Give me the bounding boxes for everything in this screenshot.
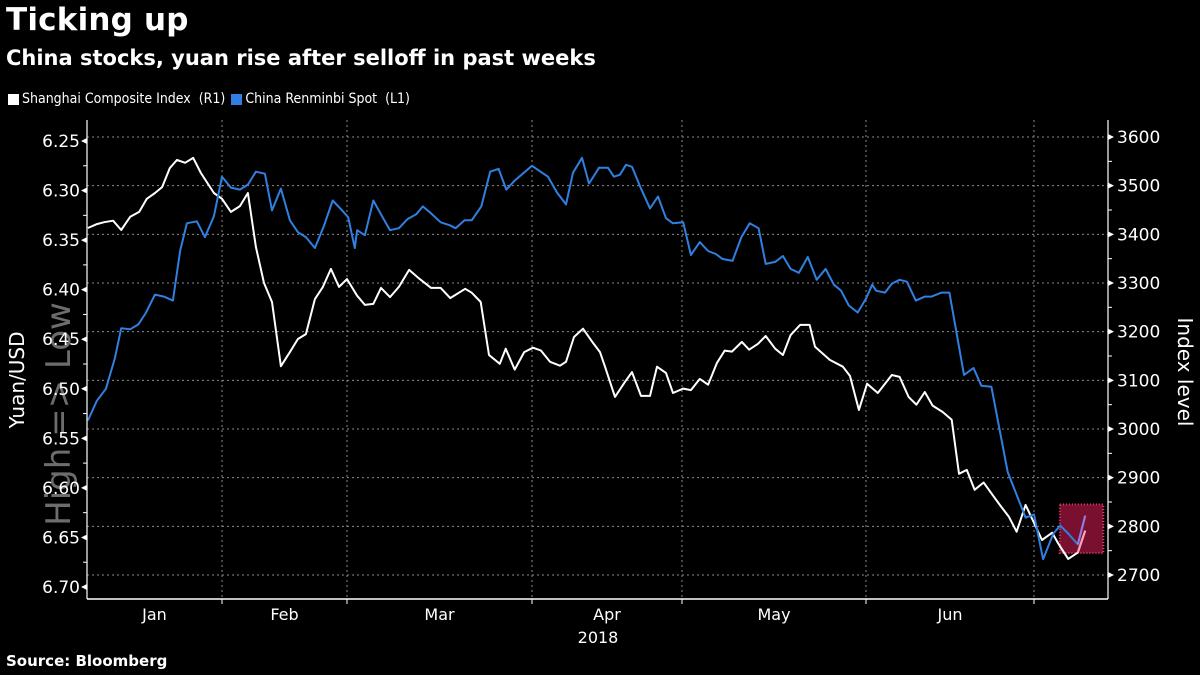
x-axis-labels: Jan Feb Mar Apr May Jun <box>141 605 962 624</box>
left-tick-label: 6.50 <box>42 380 80 400</box>
series-line-shanghai <box>87 156 1087 560</box>
right-tick-label: 3400 <box>1117 225 1160 245</box>
left-tick-marker <box>81 237 87 244</box>
series-lines <box>86 156 1087 561</box>
left-axis-title: Yuan/USD <box>5 331 29 429</box>
right-tick-marker <box>1108 474 1114 481</box>
left-tick-marker <box>81 385 87 392</box>
left-tick-marker <box>81 534 87 541</box>
month-label-mar: Mar <box>424 605 455 624</box>
left-tick-label: 6.40 <box>42 281 80 301</box>
left-tick-label: 6.55 <box>42 429 80 449</box>
right-tick-label: 2700 <box>1117 566 1160 586</box>
month-label-may: May <box>757 605 790 624</box>
left-tick-label: 6.60 <box>42 479 80 499</box>
right-axis-title: Index level <box>1173 318 1197 427</box>
series-line-renminbi <box>86 156 1087 561</box>
right-tick-label: 2900 <box>1117 469 1160 489</box>
right-tick-marker <box>1108 377 1114 384</box>
left-tick-label: 6.25 <box>42 132 80 152</box>
left-tick-label: 6.30 <box>42 182 80 202</box>
source-note: Source: Bloomberg <box>6 652 168 670</box>
axes <box>86 120 1109 604</box>
watermark-high-low: High => Low <box>39 302 79 526</box>
right-tick-label: 3000 <box>1117 420 1160 440</box>
right-axis-ticks: 3600 3500 3400 3300 3200 3100 3000 2900 2800 2700 <box>1108 128 1160 586</box>
right-tick-marker <box>1108 134 1114 140</box>
right-tick-label: 3300 <box>1117 274 1160 294</box>
legend-label-renminbi: China Renminbi Spot (L1) <box>245 91 410 107</box>
right-tick-label: 3600 <box>1117 128 1160 148</box>
left-tick-label: 6.35 <box>42 231 80 251</box>
right-tick-label: 3500 <box>1117 177 1160 197</box>
chart-title: Ticking up <box>6 2 189 38</box>
legend-item-renminbi: China Renminbi Spot (L1) <box>231 91 410 107</box>
left-axis-ticks: 6.25 6.30 6.35 6.40 6.45 6.50 6.55 6.60 6.65 6.70 <box>42 132 87 598</box>
month-label-jun: Jun <box>937 605 963 624</box>
right-tick-marker <box>1108 231 1114 238</box>
left-tick-marker <box>81 484 87 491</box>
legend-swatch-renminbi <box>231 93 243 105</box>
month-label-jan: Jan <box>141 605 167 624</box>
left-tick-marker <box>81 286 87 293</box>
left-tick-label: 6.70 <box>42 578 80 598</box>
month-label-feb: Feb <box>270 605 298 624</box>
gridlines <box>87 120 1108 599</box>
chart-subtitle: China stocks, yuan rise after selloff in… <box>6 46 596 70</box>
right-tick-marker <box>1108 426 1114 432</box>
left-tick-label: 6.45 <box>42 330 80 350</box>
right-tick-label: 2800 <box>1117 517 1160 537</box>
legend-item-shanghai: Shanghai Composite Index (R1) <box>8 91 225 107</box>
legend: Shanghai Composite Index (R1) China Renm… <box>8 91 416 107</box>
left-tick-marker <box>81 138 87 144</box>
left-tick-marker <box>81 584 87 590</box>
left-tick-marker <box>81 336 87 343</box>
right-tick-marker <box>1108 280 1114 286</box>
left-tick-marker <box>81 435 87 442</box>
right-tick-marker <box>1108 523 1114 530</box>
right-tick-label: 3200 <box>1117 323 1160 343</box>
series-uptick-shanghai <box>1076 530 1087 553</box>
right-tick-marker <box>1108 182 1114 189</box>
right-tick-marker <box>1108 572 1114 578</box>
month-label-apr: Apr <box>593 605 621 624</box>
right-tick-label: 3100 <box>1117 371 1160 391</box>
legend-label-shanghai: Shanghai Composite Index (R1) <box>22 91 226 107</box>
legend-swatch-shanghai <box>8 93 19 105</box>
left-tick-marker <box>81 187 87 194</box>
right-tick-marker <box>1108 328 1114 335</box>
left-tick-label: 6.65 <box>42 528 80 548</box>
series-uptick-renminbi <box>1076 515 1087 545</box>
x-axis-year-label: 2018 <box>578 628 619 647</box>
